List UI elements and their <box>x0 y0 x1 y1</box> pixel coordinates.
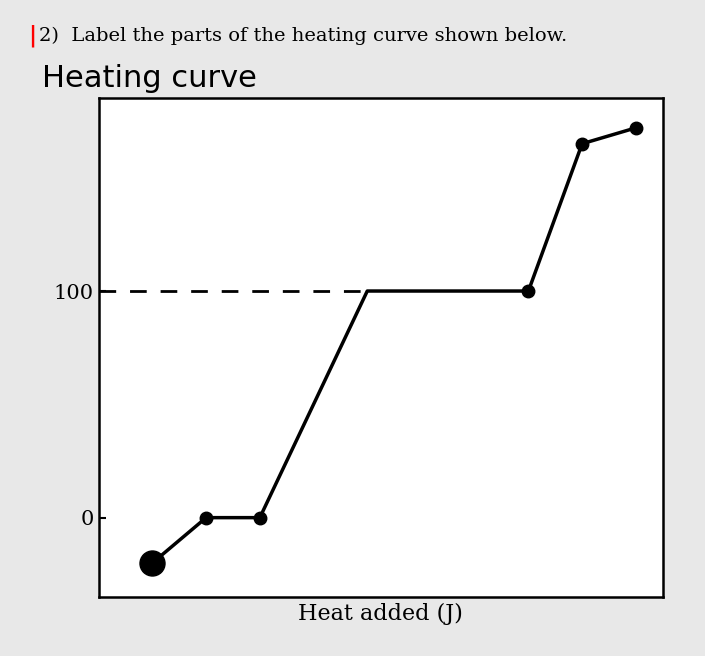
Text: 2)  Label the parts of the heating curve shown below.: 2) Label the parts of the heating curve … <box>39 26 567 45</box>
Text: |: | <box>28 24 37 47</box>
X-axis label: Heat added (J): Heat added (J) <box>298 602 463 625</box>
Text: Heating curve: Heating curve <box>42 64 257 93</box>
